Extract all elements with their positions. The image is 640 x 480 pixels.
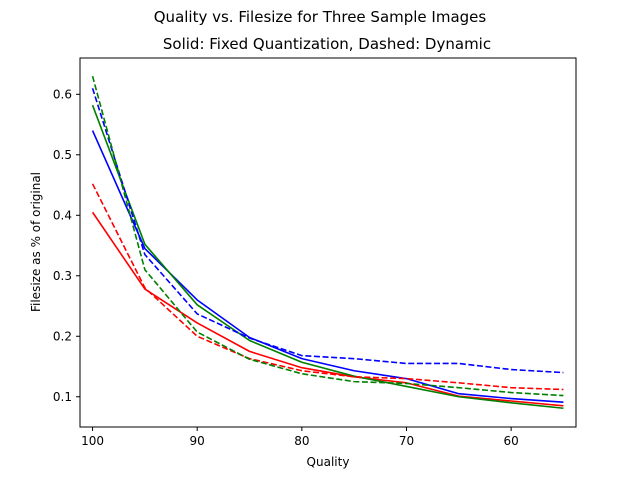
chart-title: Quality vs. Filesize for Three Sample Im… bbox=[154, 8, 487, 26]
chart-subtitle: Solid: Fixed Quantization, Dashed: Dynam… bbox=[163, 35, 491, 53]
y-tick-label: 0.3 bbox=[53, 269, 72, 283]
plot-area: 100 90 80 70 60 0.1 0.2 0.3 0.4 0.5 0.6 bbox=[53, 57, 577, 448]
y-tick-label: 0.4 bbox=[53, 208, 72, 222]
x-axis-label: Quality bbox=[307, 455, 350, 469]
y-axis-label: Filesize as % of original bbox=[29, 172, 43, 312]
y-tick-label: 0.1 bbox=[53, 390, 72, 404]
axes-frame bbox=[79, 57, 577, 428]
series-line-4-dashed bbox=[91, 183, 564, 391]
x-tick-label: 80 bbox=[294, 434, 309, 448]
series-line-3-solid bbox=[91, 104, 564, 410]
series-line-1-solid bbox=[91, 211, 564, 407]
x-tick-label: 60 bbox=[503, 434, 518, 448]
series-line-6-dashed bbox=[91, 75, 564, 397]
x-tick-label: 90 bbox=[190, 434, 205, 448]
x-tick-label: 70 bbox=[399, 434, 414, 448]
y-tick-label: 0.2 bbox=[53, 329, 72, 343]
y-tick-label: 0.6 bbox=[53, 87, 72, 101]
y-tick-label: 0.5 bbox=[53, 148, 72, 162]
series-line-5-dashed bbox=[91, 88, 564, 374]
x-tick-label: 100 bbox=[81, 434, 104, 448]
